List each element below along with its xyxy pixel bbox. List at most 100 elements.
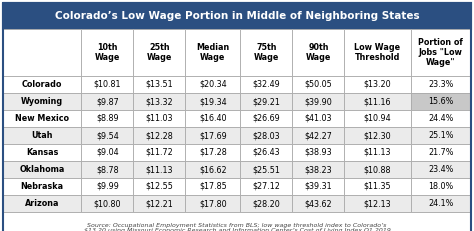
Text: $13.32: $13.32 (146, 97, 173, 106)
Bar (82, 144, 134, 161)
Bar (3, 76, 82, 93)
Bar (185, 29, 240, 76)
Text: 23.3%: 23.3% (428, 80, 454, 89)
Text: Nebraska: Nebraska (21, 182, 64, 191)
Bar (134, 29, 185, 76)
Text: $10.88: $10.88 (364, 165, 391, 174)
Bar (134, 161, 185, 178)
Bar (292, 161, 345, 178)
Bar (345, 93, 410, 110)
Bar (82, 127, 134, 144)
Text: $11.13: $11.13 (146, 165, 173, 174)
Bar (3, 110, 82, 127)
Bar (410, 195, 471, 212)
Text: $28.20: $28.20 (253, 199, 280, 208)
Text: $38.23: $38.23 (305, 165, 332, 174)
Bar (134, 93, 185, 110)
Text: Utah: Utah (31, 131, 53, 140)
Bar (185, 161, 240, 178)
Text: $13.51: $13.51 (146, 80, 173, 89)
Bar (82, 110, 134, 127)
Text: $9.04: $9.04 (96, 148, 118, 157)
Text: 24.1%: 24.1% (428, 199, 454, 208)
Bar (410, 76, 471, 93)
Text: $10.94: $10.94 (364, 114, 392, 123)
Bar (410, 110, 471, 127)
Bar (240, 29, 292, 76)
Text: 25.1%: 25.1% (428, 131, 454, 140)
Text: $9.87: $9.87 (96, 97, 119, 106)
Text: Kansas: Kansas (26, 148, 58, 157)
Text: Wyoming: Wyoming (21, 97, 63, 106)
Text: $41.03: $41.03 (305, 114, 332, 123)
Text: 21.7%: 21.7% (428, 148, 454, 157)
Bar (292, 29, 345, 76)
Text: $11.13: $11.13 (364, 148, 391, 157)
Text: 23.4%: 23.4% (428, 165, 454, 174)
Bar (185, 195, 240, 212)
Bar (3, 178, 82, 195)
Text: $38.93: $38.93 (305, 148, 332, 157)
Bar (134, 76, 185, 93)
Bar (345, 195, 410, 212)
Bar (292, 110, 345, 127)
Bar (345, 127, 410, 144)
Text: $11.35: $11.35 (364, 182, 392, 191)
Bar (345, 178, 410, 195)
Bar (240, 76, 292, 93)
Bar (410, 144, 471, 161)
Bar (82, 76, 134, 93)
Bar (240, 110, 292, 127)
Bar (345, 110, 410, 127)
Text: $12.13: $12.13 (364, 199, 392, 208)
Bar (292, 76, 345, 93)
Bar (240, 161, 292, 178)
Bar (240, 93, 292, 110)
Bar (134, 144, 185, 161)
Text: $39.31: $39.31 (305, 182, 332, 191)
Bar (3, 144, 82, 161)
Text: $17.80: $17.80 (199, 199, 227, 208)
Text: $20.34: $20.34 (199, 80, 227, 89)
Text: $9.54: $9.54 (96, 131, 119, 140)
Bar (3, 127, 82, 144)
Bar (240, 144, 292, 161)
Bar (345, 76, 410, 93)
Bar (134, 110, 185, 127)
Bar (240, 195, 292, 212)
Text: $43.62: $43.62 (305, 199, 332, 208)
Text: $17.69: $17.69 (199, 131, 227, 140)
Text: 10th
Wage: 10th Wage (95, 43, 120, 62)
Text: $11.72: $11.72 (146, 148, 173, 157)
Bar (292, 127, 345, 144)
Text: $39.90: $39.90 (305, 97, 332, 106)
Text: $12.30: $12.30 (364, 131, 392, 140)
Bar (185, 144, 240, 161)
Bar (345, 29, 410, 76)
Bar (292, 144, 345, 161)
Text: $12.21: $12.21 (146, 199, 173, 208)
Text: New Mexico: New Mexico (15, 114, 69, 123)
Text: 18.0%: 18.0% (428, 182, 454, 191)
Bar (185, 110, 240, 127)
Bar (185, 93, 240, 110)
Text: $17.28: $17.28 (199, 148, 227, 157)
Text: $12.28: $12.28 (146, 131, 173, 140)
Bar (410, 161, 471, 178)
Bar (292, 178, 345, 195)
Bar (82, 93, 134, 110)
Text: $10.80: $10.80 (94, 199, 121, 208)
Text: $26.69: $26.69 (253, 114, 280, 123)
Bar (410, 178, 471, 195)
Bar (82, 195, 134, 212)
Bar (82, 161, 134, 178)
Text: $12.55: $12.55 (146, 182, 173, 191)
Bar (82, 29, 134, 76)
Bar (292, 195, 345, 212)
Text: $8.89: $8.89 (96, 114, 118, 123)
Bar (292, 93, 345, 110)
Bar (134, 195, 185, 212)
Text: 15.6%: 15.6% (428, 97, 454, 106)
Text: 24.4%: 24.4% (428, 114, 454, 123)
Text: $42.27: $42.27 (304, 131, 332, 140)
